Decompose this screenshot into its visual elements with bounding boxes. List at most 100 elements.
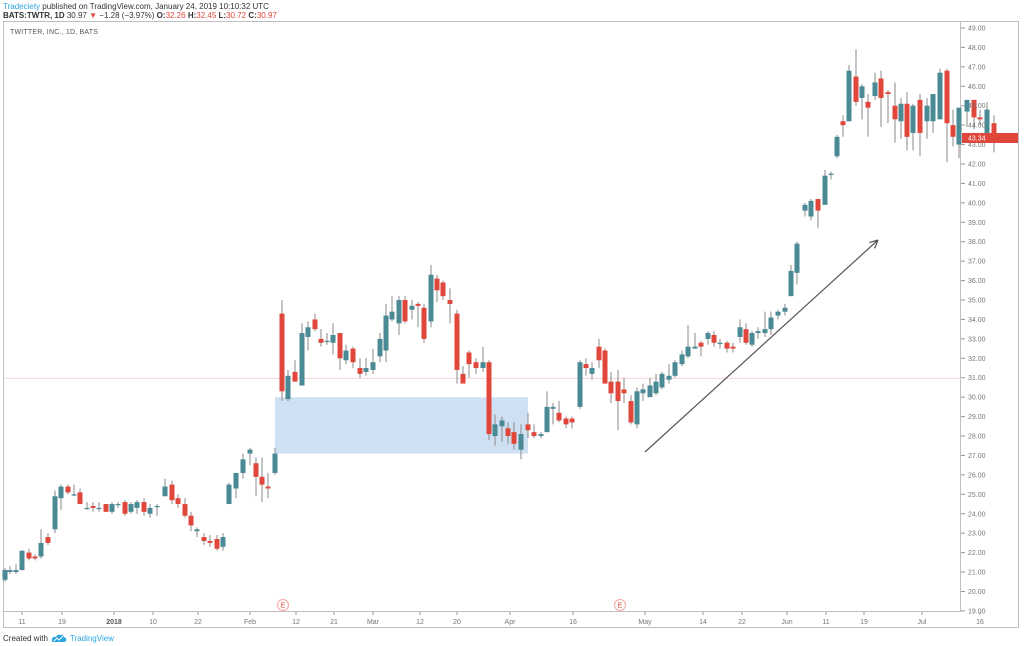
y-tick-label: 49.00	[968, 26, 986, 33]
candle	[330, 323, 336, 355]
author-link[interactable]: Tradeciety	[3, 2, 41, 11]
candle	[602, 348, 608, 384]
candle	[182, 498, 188, 518]
candle	[409, 300, 415, 320]
candle	[550, 402, 556, 425]
x-tick-label: 19	[58, 619, 66, 626]
candle	[162, 478, 168, 497]
candle	[930, 94, 936, 133]
candle	[628, 395, 634, 425]
trend-arrow[interactable]	[644, 239, 879, 453]
y-tick-label: 42.00	[968, 162, 986, 169]
candle	[937, 68, 943, 120]
candle	[169, 480, 175, 505]
y-tick-label: 33.00	[968, 336, 986, 343]
candle	[640, 383, 646, 402]
candle	[956, 107, 962, 159]
earnings-marker-icon[interactable]: E	[614, 599, 626, 611]
x-tick-label: May	[638, 619, 652, 626]
support-zone-rectangle[interactable]	[275, 397, 528, 454]
candle	[2, 568, 8, 582]
publish-text: published on TradingView.com, January 24…	[42, 2, 269, 11]
candle	[480, 346, 486, 372]
candle	[71, 484, 77, 497]
candle	[698, 340, 704, 357]
candle	[853, 49, 859, 106]
candle	[531, 424, 537, 438]
chart-title: TWITTER, INC., 1D, BATS	[10, 29, 99, 36]
candle	[859, 84, 865, 120]
candle	[13, 564, 19, 574]
candle	[692, 333, 698, 349]
candle	[454, 309, 460, 384]
candle	[389, 296, 395, 322]
candle	[737, 319, 743, 343]
candle	[749, 331, 755, 347]
y-tick-label: 23.00	[968, 531, 986, 538]
candle	[402, 296, 408, 324]
earnings-marker-icon[interactable]: E	[277, 599, 289, 611]
candle	[343, 344, 349, 365]
candle	[950, 109, 956, 147]
chart-frame	[3, 21, 1019, 628]
candle	[428, 265, 434, 328]
y-tick-label: 36.00	[968, 278, 986, 285]
symbol-label: BATS:TWTR, 1D	[3, 11, 65, 20]
candle	[904, 92, 910, 151]
candle	[917, 94, 923, 157]
tradingview-cloud-icon	[51, 634, 67, 642]
candle	[201, 533, 207, 545]
candle	[924, 97, 930, 139]
x-tick-label: 22	[738, 619, 746, 626]
candle	[337, 333, 343, 370]
candle	[84, 502, 90, 510]
candle	[279, 300, 285, 402]
y-tick-label: 21.00	[968, 570, 986, 577]
candle	[486, 360, 492, 440]
y-tick-label: 45.00	[968, 103, 986, 110]
candle	[103, 504, 109, 512]
down-triangle-icon: ▼	[89, 11, 98, 20]
y-tick-label: 35.00	[968, 298, 986, 305]
x-tick-label: 11	[822, 619, 829, 626]
candle	[253, 457, 259, 497]
candle	[834, 134, 840, 159]
candle	[589, 362, 595, 380]
candle	[115, 502, 121, 508]
candle	[577, 360, 583, 409]
candle	[415, 301, 421, 328]
candle	[822, 169, 828, 205]
high-value: 32.45	[196, 11, 217, 20]
created-with-text: Created with	[3, 633, 48, 643]
arrow-head-icon	[874, 239, 879, 249]
candle	[499, 416, 505, 442]
arrow-head-icon	[869, 239, 879, 244]
candle	[944, 68, 950, 163]
x-tick-label: 22	[194, 619, 202, 626]
candle	[511, 422, 517, 450]
x-tick-label: 16	[976, 619, 984, 626]
candle	[672, 360, 678, 378]
candle	[26, 548, 32, 561]
candle	[775, 309, 781, 320]
candle	[885, 90, 891, 124]
candle	[19, 550, 25, 571]
candle	[583, 358, 589, 376]
publish-info: Tradeciety published on TradingView.com,…	[3, 2, 269, 11]
candle	[440, 280, 446, 301]
y-tick-label: 34.00	[968, 317, 986, 324]
candle	[154, 504, 160, 516]
plot-area[interactable]	[3, 21, 961, 612]
candle	[788, 265, 794, 297]
candle	[815, 198, 821, 229]
y-tick-label: 24.00	[968, 511, 986, 518]
candle	[892, 82, 898, 143]
tradingview-link[interactable]: TradingView	[69, 633, 114, 643]
candle	[840, 115, 846, 137]
candle	[492, 414, 498, 446]
candle	[828, 171, 834, 180]
candle	[65, 484, 71, 495]
candle	[538, 432, 544, 438]
close-value: 30.97	[256, 11, 277, 20]
